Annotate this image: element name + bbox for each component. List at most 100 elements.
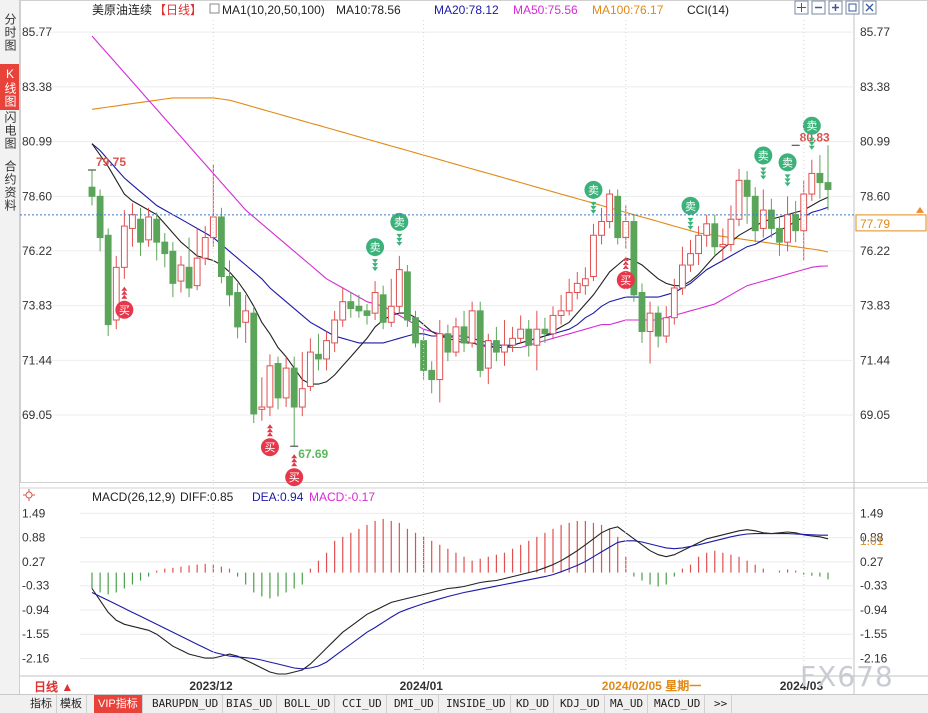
sell-signal: 卖 (390, 212, 409, 246)
sell-signal: 卖 (681, 196, 700, 230)
sell-arrow-icon (372, 259, 379, 264)
candle (549, 306, 557, 339)
candle-body-up (258, 406, 266, 410)
time-label: 2023/12 (189, 679, 233, 693)
toolbar-item-inside-ud[interactable]: INSIDE_UD (442, 695, 511, 713)
candle-body-down (169, 250, 177, 284)
tab-lightning-chart[interactable]: 闪电图 (3, 110, 17, 150)
candle-body-down (460, 326, 468, 344)
candle-body-up (120, 225, 128, 268)
sell-arrow-icon (372, 263, 379, 268)
kline-chart[interactable]: 85.77 85.77 83.38 83.38 80.99 80.99 78.60 78.60… (20, 0, 928, 694)
candle-body-down (711, 223, 719, 248)
candles (88, 145, 832, 447)
macd-lines (91, 526, 829, 675)
buy-label: 买 (289, 471, 300, 484)
candle-body-up (112, 266, 120, 321)
candle (226, 260, 233, 307)
toolbar-item--[interactable]: 模板 (56, 695, 87, 713)
toolbar-item-barupdn-ud[interactable]: BARUPDN_UD (148, 695, 224, 713)
macd-settings-icon[interactable] (23, 489, 35, 501)
macd-tick-left: -0.94 (22, 603, 50, 617)
macd-header-item: DIFF:0.85 (180, 490, 234, 504)
macd-tick-left: -0.33 (22, 579, 50, 593)
candle-body-up (468, 310, 476, 344)
candle (751, 187, 759, 243)
sell-arrow-icon (784, 178, 791, 183)
buy-arrow-icon (121, 290, 128, 295)
candle-body-up (646, 312, 654, 332)
candle (153, 212, 161, 261)
period-selector[interactable]: 日线 ▲ (34, 679, 73, 694)
price-tick-right: 85.77 (860, 25, 890, 39)
move-icon[interactable] (794, 0, 809, 15)
close-icon[interactable] (862, 0, 877, 15)
toolbar-item-vip-[interactable]: VIP指标 (94, 695, 143, 713)
candle (743, 171, 751, 224)
price-tick-left: 85.77 (22, 25, 52, 39)
candle-body-up (484, 340, 492, 369)
candle-body-up (662, 317, 670, 337)
candle-body-up (129, 214, 136, 229)
toolbar-item-kd-ud[interactable]: KD_UD (512, 695, 555, 713)
candle-body-up (177, 264, 185, 282)
buy-arrow-icon (121, 294, 128, 299)
toolbar-item-macd-ud[interactable]: MACD_UD (650, 695, 706, 713)
tab-contract-info[interactable]: 合约资料 (3, 160, 17, 212)
buy-signal: 买 (260, 424, 279, 457)
candle-body-down (816, 172, 824, 184)
candle (355, 294, 363, 318)
candle (533, 310, 541, 371)
toolbar-item-dmi-ud[interactable]: DMI_UD (390, 695, 439, 713)
candle (638, 283, 646, 343)
candle-body-down (492, 340, 500, 353)
sell-arrow-icon (784, 182, 791, 187)
candle (654, 306, 662, 348)
toolbar-item-cci-ud[interactable]: CCI_UD (338, 695, 387, 713)
candle (404, 265, 411, 327)
candle-body-down (104, 234, 112, 326)
indicator-icon[interactable] (209, 3, 220, 14)
tab-kline-chart[interactable]: K线图 (0, 64, 19, 110)
candle-body-up (549, 314, 557, 335)
candle-body-down (541, 328, 549, 335)
header-item: CCI(14) (687, 3, 729, 17)
candle-body-down (420, 340, 428, 371)
price-tick-right: 78.60 (860, 189, 890, 203)
candle-body-down (444, 333, 452, 353)
sell-arrow-icon (590, 201, 597, 206)
candle (824, 145, 832, 211)
candle (573, 271, 581, 300)
candle (242, 294, 250, 343)
candle (735, 168, 743, 227)
candle-body-down (525, 328, 533, 346)
sell-badge (778, 153, 797, 172)
zoom-in-icon[interactable] (828, 0, 843, 15)
buy-badge (285, 468, 304, 487)
extreme-label: 79.75 (96, 155, 126, 169)
toolbar-item-bias-ud[interactable]: BIAS_UD (222, 695, 278, 713)
candle-body-up (145, 216, 153, 241)
tab-time-chart[interactable]: 分时图 (3, 12, 17, 52)
toolbar-item-ma-ud[interactable]: MA_UD (606, 695, 649, 713)
candle-body-up (387, 305, 395, 323)
sell-badge (390, 212, 409, 231)
toolbar-item--[interactable]: 指标 (26, 695, 57, 713)
buy-badge (115, 300, 134, 319)
candle-body-down (226, 275, 233, 296)
candle-body-up (452, 326, 460, 353)
candle (517, 315, 525, 343)
candle-body-up (606, 193, 614, 223)
candle-body-up (298, 388, 306, 408)
candle-body-up (670, 287, 678, 319)
current-price-label: 77.79 (860, 217, 890, 231)
toolbar-item--[interactable]: >> (710, 695, 733, 713)
candle (759, 189, 767, 238)
toolbar-item-boll-ud[interactable]: BOLL_UD (280, 695, 336, 713)
fit-icon[interactable] (845, 0, 860, 15)
toolbar-item-kdj-ud[interactable]: KDJ_UD (556, 695, 605, 713)
zoom-out-icon[interactable] (811, 0, 826, 15)
header-item: MA20:78.12 (434, 3, 499, 17)
header-ma-values: MA10:78.56 MA20:78.12 MA50:75.56 MA100:76.1… (336, 3, 729, 17)
buy-arrow-icon (266, 432, 273, 437)
